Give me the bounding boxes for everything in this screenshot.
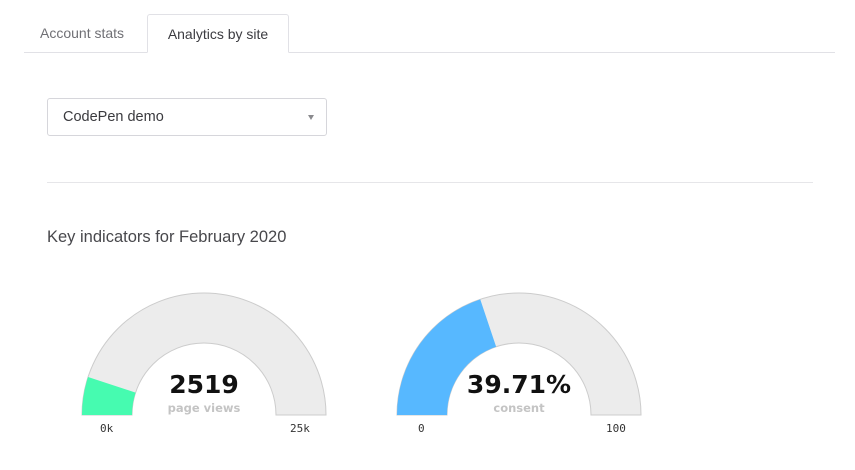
site-select[interactable]: CodePen demo <box>47 98 327 136</box>
chevron-down-icon <box>308 115 314 120</box>
page-views-caption: page views <box>167 401 241 415</box>
consent-gauge-arc <box>396 292 642 416</box>
page-views-max-label: 25k <box>290 422 310 435</box>
consent-caption: consent <box>493 401 545 415</box>
consent-gauge: 39.71% consent 0 100 <box>393 288 645 448</box>
divider <box>47 182 813 183</box>
tab-account-stats[interactable]: Account stats <box>40 25 125 41</box>
page-views-gauge-arc <box>81 292 327 416</box>
consent-min-label: 0 <box>418 422 425 435</box>
tab-bar: Account stats Analytics by site <box>24 14 835 53</box>
consent-value: 39.71% <box>466 370 572 399</box>
tab-analytics-by-site[interactable]: Analytics by site <box>147 14 289 53</box>
page-views-gauge: 2519 page views 0k 25k <box>78 288 330 448</box>
page-views-value: 2519 <box>169 370 239 399</box>
page-views-min-label: 0k <box>100 422 114 435</box>
section-title: Key indicators for February 2020 <box>47 228 287 246</box>
consent-max-label: 100 <box>606 422 626 435</box>
site-select-value: CodePen demo <box>63 109 164 125</box>
